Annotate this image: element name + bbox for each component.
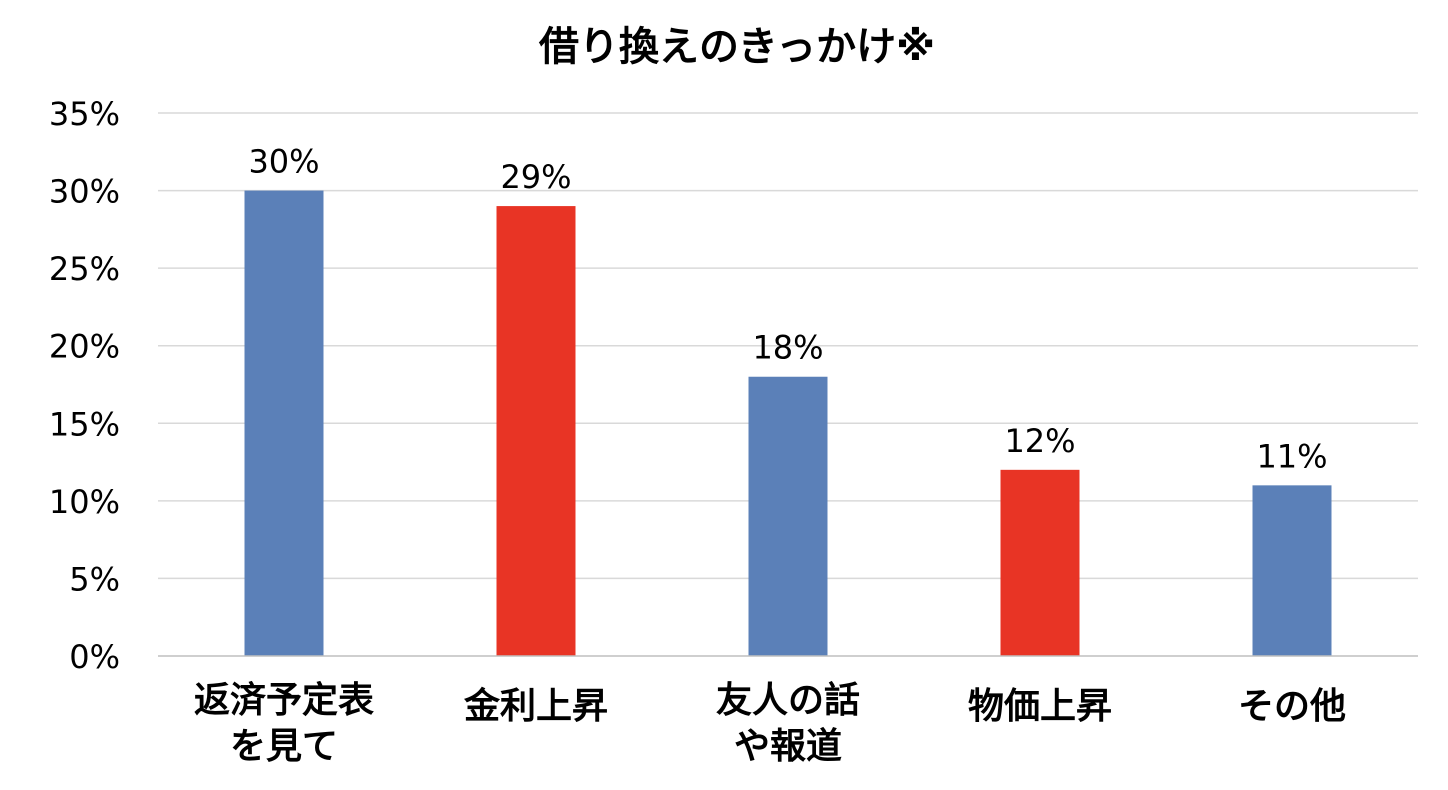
category-label: その他: [1238, 686, 1346, 727]
bar: [496, 206, 576, 657]
data-label: 12%: [1004, 422, 1075, 460]
category-label-line: 返済予定表: [194, 680, 374, 721]
category-label-line: を見て: [230, 726, 338, 767]
category-label-line: 物価上昇: [968, 686, 1112, 727]
category-label: 返済予定表を見て: [194, 680, 374, 767]
data-label: 29%: [500, 158, 571, 196]
category-label-line: その他: [1238, 686, 1346, 727]
data-label: 18%: [752, 329, 823, 367]
bar: [1252, 485, 1332, 656]
bar: [244, 190, 324, 657]
y-tick-label: 35%: [49, 95, 120, 133]
y-tick-label: 10%: [49, 483, 120, 521]
data-labels: 30% 29% 18% 12% 11%: [248, 143, 1327, 476]
category-label: 物価上昇: [968, 686, 1112, 727]
x-axis-category-labels: 返済予定表を見て 金利上昇 友人の話や報道 物価上昇 その他: [194, 680, 1346, 767]
chart-title: 借り換えのきっかけ※: [538, 24, 935, 70]
y-tick-label: 20%: [49, 328, 120, 366]
y-tick-label: 30%: [49, 173, 120, 211]
category-label: 金利上昇: [463, 685, 608, 727]
y-tick-label: 5%: [69, 560, 120, 598]
category-label-line: や報道: [734, 726, 842, 767]
bars: [244, 190, 1332, 657]
category-label-line: 友人の話: [716, 680, 860, 721]
y-tick-label: 15%: [49, 405, 120, 443]
data-label: 30%: [248, 143, 319, 181]
data-label: 11%: [1256, 437, 1327, 475]
y-tick-label: 25%: [49, 250, 120, 288]
category-label-line: 金利上昇: [463, 685, 608, 727]
y-tick-label: 0%: [69, 638, 120, 676]
bar: [748, 376, 828, 656]
bar: [1000, 469, 1080, 656]
y-axis-tick-labels: 0% 5% 10% 15% 20% 25% 30% 35%: [49, 95, 120, 676]
category-label: 友人の話や報道: [716, 680, 860, 767]
